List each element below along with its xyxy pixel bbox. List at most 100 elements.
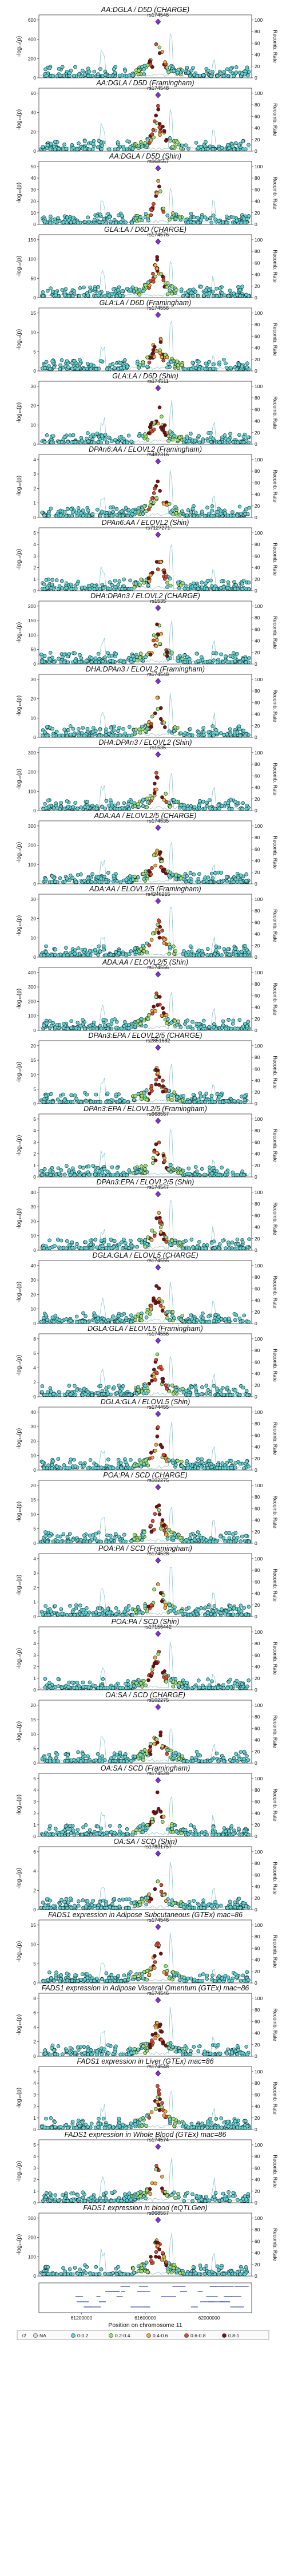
y2-tick-label: 40 (255, 638, 260, 644)
snp-point (118, 658, 123, 663)
snp-point (101, 1244, 105, 1249)
lead-snp-marker (155, 1411, 161, 1417)
y2-tick-label: 0 (255, 954, 257, 960)
snp-point (237, 504, 242, 509)
snp-point (246, 1020, 251, 1024)
snp-point (48, 651, 53, 655)
snp-point (169, 1021, 173, 1025)
snp-point (98, 513, 102, 518)
snp-point (66, 728, 70, 732)
snp-point (189, 290, 193, 295)
snp-point (188, 660, 192, 665)
snp-point (77, 141, 81, 145)
snp-point (109, 733, 114, 737)
snp-point (205, 505, 209, 510)
snp-point (121, 289, 125, 293)
snp-point (173, 725, 177, 729)
snp-point (217, 1095, 222, 1099)
y-tick-label: 0 (33, 954, 36, 960)
y2-axis-label: Recomb. Rate (272, 836, 278, 869)
snp-point (53, 1244, 57, 1248)
snp-point (118, 220, 123, 224)
snp-point (58, 1246, 63, 1251)
snp-point (58, 876, 62, 880)
snp-point (114, 507, 119, 511)
y-tick-label: 2 (33, 565, 36, 571)
snp-point (133, 216, 138, 220)
y-tick-label: 0 (33, 1101, 36, 1107)
y2-tick-label: 100 (255, 237, 263, 243)
snp-point (241, 657, 245, 661)
snp-point (149, 1306, 153, 1311)
snp-point (156, 479, 160, 484)
snp-point (98, 1384, 103, 1388)
snp-point (155, 1151, 159, 1155)
snp-point (187, 1246, 191, 1251)
snp-point (98, 587, 102, 591)
snp-point (51, 1319, 56, 1324)
snp-point (210, 876, 215, 880)
lead-snp-label: rs174556 (148, 1331, 169, 1337)
snp-point (115, 879, 119, 883)
y2-axis-label: Recomb. Rate (272, 30, 278, 63)
y-tick-label: 0 (33, 441, 36, 447)
snp-point (106, 1026, 110, 1031)
snp-point (132, 658, 136, 662)
y2-tick-label: 20 (255, 1163, 260, 1168)
snp-point (172, 434, 177, 438)
snp-point (189, 1385, 194, 1389)
snp-point (149, 722, 153, 726)
snp-point (66, 1389, 70, 1394)
y2-axis-label: Recomb. Rate (272, 1349, 278, 1382)
snp-point (191, 66, 195, 70)
y-tick-label: 2 (33, 485, 36, 491)
snp-point (158, 1365, 163, 1369)
y-tick-label: 0 (33, 148, 36, 154)
snp-point (103, 294, 107, 298)
y2-tick-label: 80 (255, 175, 260, 181)
snp-point (76, 367, 80, 371)
snp-point (93, 880, 97, 884)
y-tick-label: 4 (33, 542, 36, 547)
snp-point (238, 288, 243, 293)
snp-point (189, 69, 193, 73)
snp-point (69, 1457, 73, 1461)
snp-point (165, 585, 169, 589)
snp-point (94, 1026, 99, 1031)
snp-point (215, 1465, 219, 1470)
snp-point (187, 657, 192, 661)
snp-point (53, 1313, 58, 1318)
snp-point (228, 654, 233, 658)
snp-point (212, 1384, 216, 1388)
panel-4: GLA:LA / D6D (CHARGE)0501001500204060801… (16, 226, 278, 301)
y2-tick-label: 80 (255, 1274, 260, 1280)
snp-point (226, 143, 230, 147)
y-tick-label: 10 (31, 422, 37, 428)
snp-point (64, 1246, 69, 1250)
snp-point (170, 291, 174, 296)
lead-snp-marker (155, 751, 161, 758)
snp-point (62, 434, 67, 439)
snp-point (65, 1239, 69, 1243)
snp-point (190, 294, 195, 298)
snp-point (42, 1393, 46, 1397)
snp-point (241, 1319, 245, 1323)
snp-point (77, 294, 81, 298)
snp-point (225, 67, 229, 72)
snp-point (202, 1095, 206, 1099)
lead-snp-marker (155, 458, 161, 465)
snp-point (245, 1024, 249, 1028)
snp-point (224, 220, 229, 225)
panel-title: DHA:DPAn3 / ELOVL2 (Framingham) (86, 665, 205, 673)
snp-point (172, 1091, 177, 1095)
snp-point (236, 440, 240, 445)
snp-point (44, 1094, 48, 1098)
snp-point (101, 586, 106, 590)
snp-point (184, 218, 188, 222)
snp-point (238, 1461, 242, 1466)
y2-tick-label: 40 (255, 565, 260, 571)
snp-point (168, 576, 172, 581)
snp-point (40, 1172, 44, 1177)
snp-point (239, 880, 243, 884)
snp-point (62, 953, 66, 958)
